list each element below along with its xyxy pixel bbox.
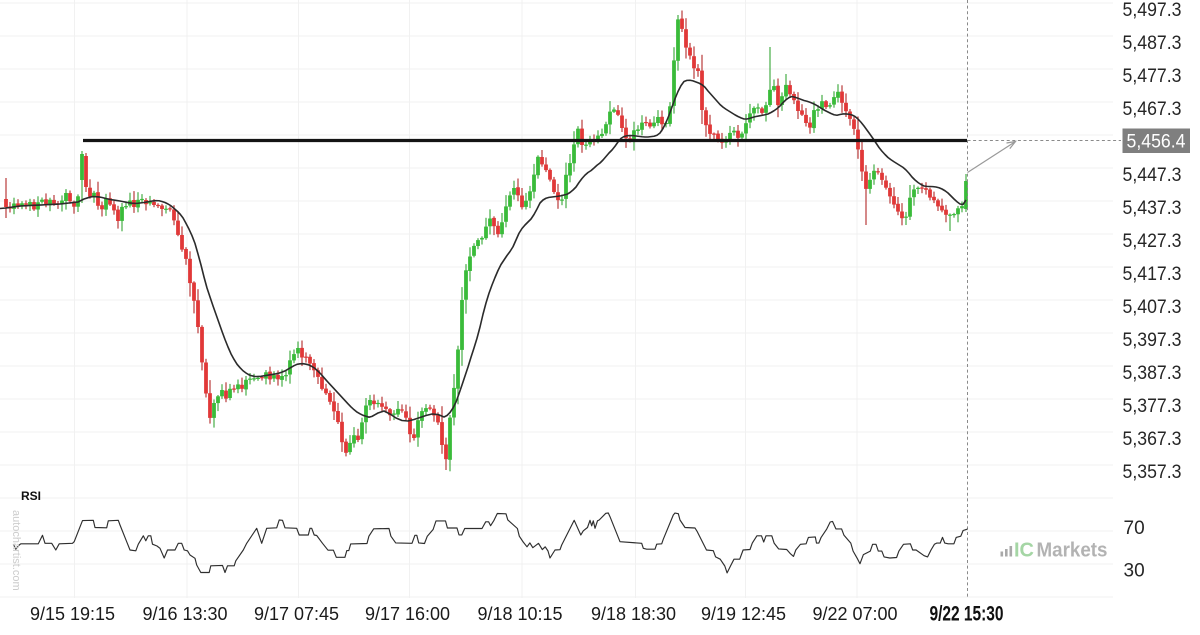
svg-text:9/18 10:15: 9/18 10:15 — [477, 604, 562, 624]
svg-text:5,407.3: 5,407.3 — [1123, 297, 1182, 318]
svg-text:9/19 12:45: 9/19 12:45 — [701, 604, 786, 624]
svg-text:5,477.3: 5,477.3 — [1123, 66, 1182, 87]
svg-text:5,387.3: 5,387.3 — [1123, 363, 1182, 384]
svg-text:9/16 13:30: 9/16 13:30 — [142, 604, 227, 624]
svg-text:70: 70 — [1124, 518, 1145, 539]
svg-text:5,377.3: 5,377.3 — [1123, 396, 1182, 417]
svg-text:9/22 07:00: 9/22 07:00 — [812, 604, 897, 624]
svg-text:5,447.3: 5,447.3 — [1123, 165, 1182, 186]
svg-text:5,367.3: 5,367.3 — [1123, 429, 1182, 450]
svg-text:9/22 15:30: 9/22 15:30 — [930, 603, 1004, 626]
svg-text:Markets: Markets — [1037, 540, 1108, 562]
svg-text:5,427.3: 5,427.3 — [1123, 231, 1182, 252]
svg-text:5,487.3: 5,487.3 — [1123, 33, 1182, 54]
svg-text:autochartist.com: autochartist.com — [10, 510, 22, 591]
svg-text:5,357.3: 5,357.3 — [1123, 462, 1182, 483]
svg-text:IC: IC — [1014, 540, 1034, 562]
svg-text:9/18 18:30: 9/18 18:30 — [591, 604, 676, 624]
svg-text:5,467.3: 5,467.3 — [1123, 99, 1182, 120]
svg-text:5,397.3: 5,397.3 — [1123, 330, 1182, 351]
svg-text:9/17 07:45: 9/17 07:45 — [254, 604, 339, 624]
svg-text:30: 30 — [1124, 561, 1145, 582]
svg-text:9/17 16:00: 9/17 16:00 — [365, 604, 450, 624]
svg-text:9/15 19:15: 9/15 19:15 — [30, 604, 115, 624]
svg-text:RSI: RSI — [21, 489, 41, 503]
svg-text:5,417.3: 5,417.3 — [1123, 264, 1182, 285]
svg-text:5,437.3: 5,437.3 — [1123, 198, 1182, 219]
svg-text:5,497.3: 5,497.3 — [1123, 0, 1182, 21]
svg-text:5,456.4: 5,456.4 — [1127, 132, 1186, 153]
